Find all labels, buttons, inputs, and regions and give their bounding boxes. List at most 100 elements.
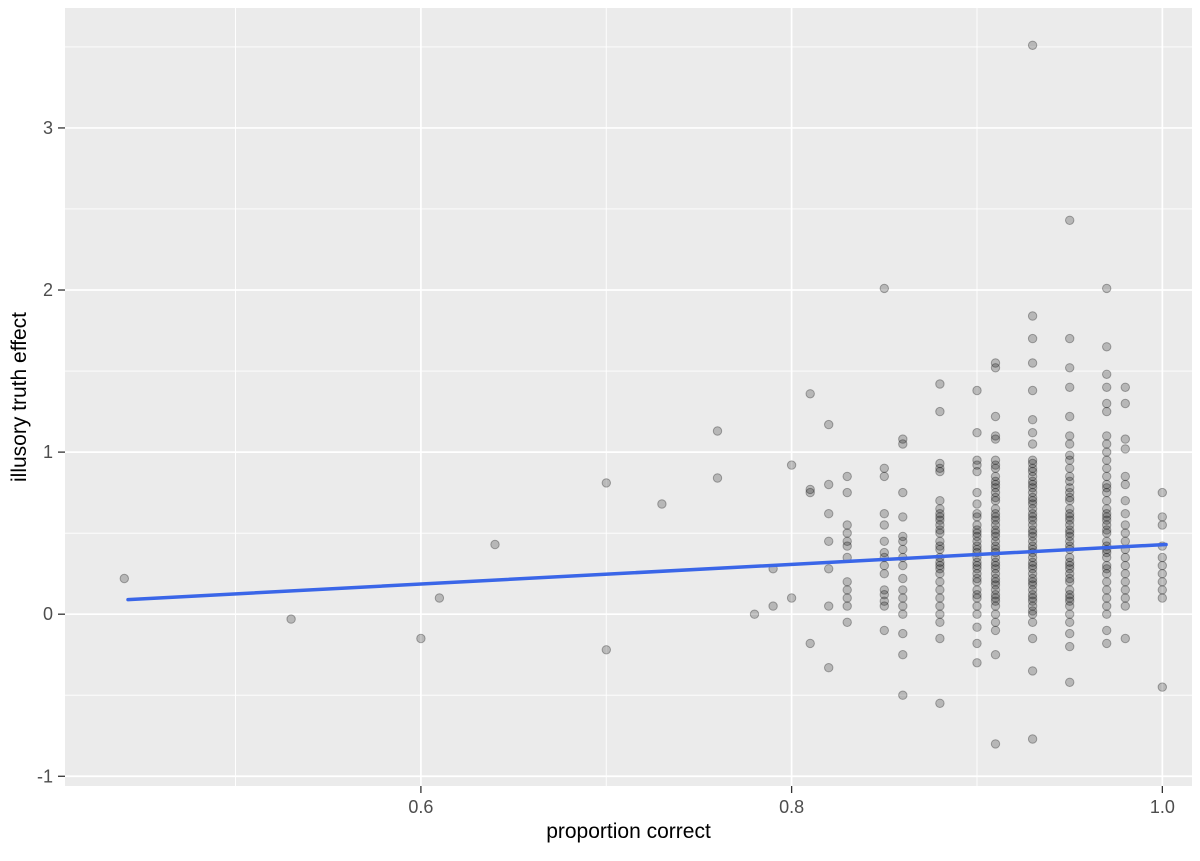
data-point [1027, 531, 1038, 542]
data-point [898, 585, 908, 595]
data-point [935, 617, 945, 627]
plot-panel [65, 8, 1192, 786]
data-point [805, 638, 815, 649]
data-point [434, 593, 445, 603]
data-point [935, 379, 945, 389]
data-point [1102, 577, 1112, 587]
data-point [1102, 564, 1112, 574]
data-point [1065, 450, 1075, 460]
x-tick-label: 0.8 [779, 797, 804, 817]
data-point [1102, 463, 1112, 473]
data-point [972, 525, 982, 535]
data-point [935, 509, 945, 519]
data-point [490, 539, 500, 550]
data-point [1065, 641, 1075, 652]
data-point [935, 544, 945, 555]
data-point [990, 363, 1001, 373]
data-point [990, 504, 1001, 514]
data-point [1027, 606, 1038, 616]
data-point [990, 492, 1001, 503]
y-tick-label: 0 [43, 604, 53, 624]
data-point [990, 479, 1001, 490]
data-point [1065, 593, 1075, 603]
data-point [990, 569, 1001, 579]
data-point [972, 590, 982, 600]
data-point [898, 628, 908, 639]
data-point [1027, 580, 1038, 590]
data-point [1120, 444, 1131, 454]
data-point [1027, 536, 1038, 546]
y-tick-label: -1 [37, 766, 53, 786]
data-point [1027, 590, 1038, 600]
data-point [898, 544, 908, 555]
data-point [935, 496, 945, 506]
data-point [972, 460, 982, 470]
data-point [1027, 476, 1038, 486]
data-point [972, 385, 982, 396]
data-point [842, 528, 852, 538]
data-point [1027, 515, 1038, 525]
data-point [990, 617, 1001, 627]
data-point [1027, 455, 1038, 465]
data-point [1102, 525, 1112, 535]
x-tick-label: 0.6 [408, 797, 433, 817]
data-point [1065, 463, 1075, 473]
data-point [1120, 496, 1131, 506]
data-point [898, 650, 908, 660]
data-point [1120, 601, 1131, 611]
data-point [990, 564, 1001, 574]
data-point [712, 473, 723, 483]
data-point [1027, 560, 1038, 571]
data-point [842, 585, 852, 595]
data-point [898, 439, 908, 449]
data-point [1102, 560, 1112, 571]
data-point [1102, 638, 1112, 649]
data-point [842, 520, 852, 530]
data-point [1102, 609, 1112, 619]
data-point [972, 557, 982, 567]
data-point [879, 625, 889, 636]
data-point [898, 690, 908, 700]
data-point [1065, 333, 1075, 344]
data-point [935, 560, 945, 571]
data-point [1027, 471, 1038, 482]
data-point [1065, 536, 1075, 546]
data-point [972, 609, 982, 619]
data-point [879, 569, 889, 579]
data-point [1102, 283, 1112, 294]
data-point [972, 622, 982, 632]
data-point [935, 564, 945, 574]
data-point [1102, 479, 1112, 490]
data-point [1065, 560, 1075, 571]
data-point [657, 499, 667, 509]
data-point [1120, 577, 1131, 587]
data-point [824, 479, 834, 490]
data-point [972, 528, 982, 538]
data-point [1120, 552, 1131, 563]
data-point [1102, 528, 1112, 538]
y-tick-label: 3 [43, 118, 53, 138]
data-point [898, 609, 908, 619]
data-point [879, 520, 889, 530]
data-point [1027, 569, 1038, 579]
data-point [972, 512, 982, 522]
data-point [990, 557, 1001, 567]
data-point [1065, 492, 1075, 503]
data-point [935, 525, 945, 535]
data-point [786, 593, 797, 603]
data-point [990, 512, 1001, 522]
trend-line [126, 542, 1168, 602]
data-point [990, 411, 1001, 422]
data-point [1157, 487, 1168, 498]
data-point [898, 434, 908, 444]
data-point [842, 541, 852, 551]
data-point [990, 609, 1001, 619]
data-point [898, 487, 908, 498]
data-point [990, 585, 1001, 595]
data-point [990, 520, 1001, 530]
data-point [879, 590, 889, 600]
data-point [1065, 509, 1075, 519]
data-point [842, 593, 852, 603]
data-point [1157, 577, 1168, 587]
